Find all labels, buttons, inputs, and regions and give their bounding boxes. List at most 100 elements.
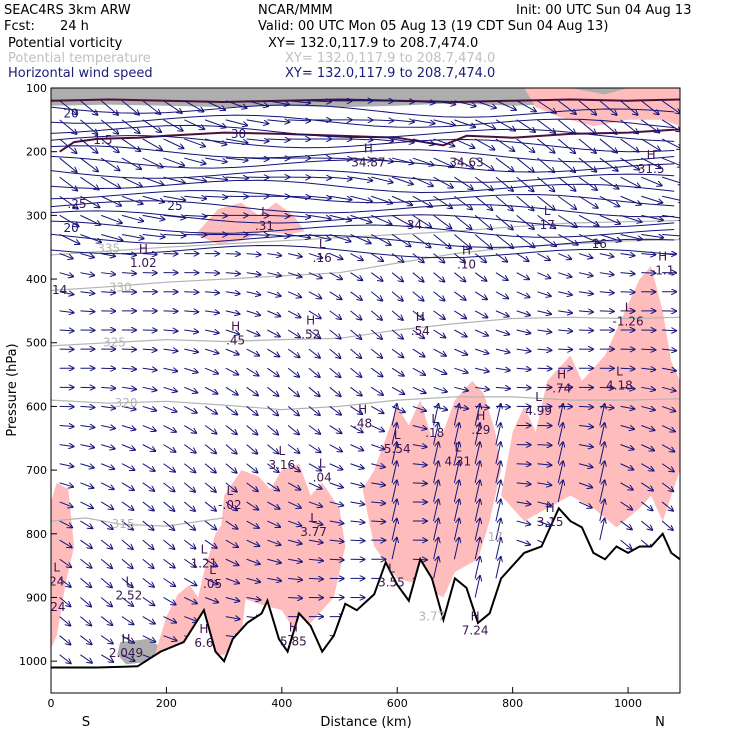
wind-vector — [558, 292, 572, 295]
x-tick-label: 600 — [387, 697, 408, 710]
header-model: SEAC4RS 3km ARW — [4, 3, 131, 18]
wind-vector — [59, 597, 71, 606]
wind-vector — [370, 329, 382, 339]
wind-vector — [454, 100, 475, 106]
theta-contour — [51, 239, 680, 292]
wind-vector — [59, 157, 77, 172]
wind-vector — [578, 292, 593, 294]
wind-vector — [516, 157, 534, 172]
wind-vector — [578, 214, 598, 225]
wind-vector — [474, 195, 492, 210]
wind-vector — [620, 387, 635, 388]
wind-vector — [641, 195, 662, 203]
extremum-value: .10 — [457, 257, 476, 271]
wind-vector — [474, 234, 492, 248]
wind-vector — [142, 157, 163, 167]
wind-vector — [142, 387, 157, 390]
wind-vector — [267, 501, 279, 509]
legend-wind-label: Horizontal wind speed — [8, 66, 153, 81]
wind-vector — [371, 253, 383, 262]
wind-vector — [557, 157, 575, 172]
wind-vector — [495, 423, 501, 445]
wind-vector — [163, 138, 184, 148]
wind-vector — [183, 463, 195, 473]
wind-vector — [578, 138, 596, 153]
wind-vector — [495, 291, 508, 299]
wind-vector — [412, 101, 435, 103]
wind-vector — [267, 254, 281, 256]
wind-vector — [225, 329, 239, 334]
extremum-value: 17 — [540, 218, 555, 232]
wind-vector — [225, 577, 239, 583]
wind-vector — [163, 616, 177, 623]
wind-vector — [495, 234, 513, 248]
wind-vector — [578, 234, 599, 243]
extremum-marker: L — [388, 562, 395, 576]
extremum-marker: H — [658, 250, 667, 264]
wind-speed-contour — [51, 220, 675, 238]
wind-vector — [287, 482, 300, 490]
contour-label: 25 — [167, 199, 182, 213]
wind-vector — [288, 120, 310, 121]
wind-vector — [578, 119, 596, 134]
extremum-marker: H — [122, 632, 131, 646]
extremum-value: 34.63 — [449, 155, 483, 169]
wind-vector — [121, 577, 133, 587]
wind-vector — [516, 539, 530, 545]
wind-vector — [475, 368, 489, 371]
wind-vector — [163, 157, 185, 166]
header-fcst-value: 24 h — [60, 19, 89, 34]
wind-vector — [142, 195, 164, 202]
wind-vector — [578, 501, 592, 508]
wind-vector — [225, 273, 240, 274]
wind-vector — [620, 100, 638, 115]
wind-vector — [288, 272, 301, 277]
theta-contour — [51, 517, 225, 527]
wind-vector — [391, 195, 412, 205]
theta-contour — [51, 396, 680, 411]
wind-vector — [100, 482, 114, 489]
wind-vector — [495, 176, 513, 191]
wind-vector — [516, 176, 534, 191]
wind-vector — [308, 253, 322, 258]
extremum-marker: L — [319, 237, 326, 251]
extremum-value: .29 — [471, 423, 490, 437]
wind-vector — [329, 253, 343, 260]
wind-vector — [246, 558, 260, 564]
wind-vector — [101, 273, 115, 275]
wind-vector — [100, 520, 112, 529]
wind-vector — [412, 348, 425, 357]
wind-vector — [474, 119, 495, 129]
wind-vector — [267, 367, 278, 376]
x-tick-label: 1000 — [614, 697, 642, 710]
wind-vector — [620, 463, 634, 470]
wind-vector — [101, 426, 115, 429]
wind-vector — [661, 100, 680, 114]
wind-vector — [225, 520, 238, 529]
wind-speed-contour — [51, 114, 675, 129]
wind-vector — [246, 234, 269, 235]
wind-vector — [267, 425, 278, 435]
wind-vector — [620, 406, 635, 408]
wind-vector — [537, 176, 554, 191]
wind-vector — [246, 386, 258, 395]
wind-vector — [454, 138, 474, 148]
wind-vector — [350, 348, 361, 358]
wind-vector — [184, 138, 205, 146]
wind-vector — [350, 310, 361, 320]
wind-vector — [267, 100, 289, 105]
wind-vector — [142, 520, 154, 530]
wind-vector — [142, 254, 157, 255]
extremum-value: .31 — [255, 219, 274, 233]
wind-vector — [100, 558, 112, 568]
wind-vector — [163, 444, 176, 452]
wind-vector — [454, 291, 465, 300]
wind-vector — [80, 253, 93, 258]
pv-shading — [362, 380, 502, 598]
pv-shading — [524, 88, 680, 127]
wind-vector — [557, 214, 577, 227]
wind-vector — [204, 463, 216, 473]
wind-vector — [100, 176, 120, 188]
wind-vector — [620, 539, 632, 549]
wind-vector — [59, 464, 74, 467]
